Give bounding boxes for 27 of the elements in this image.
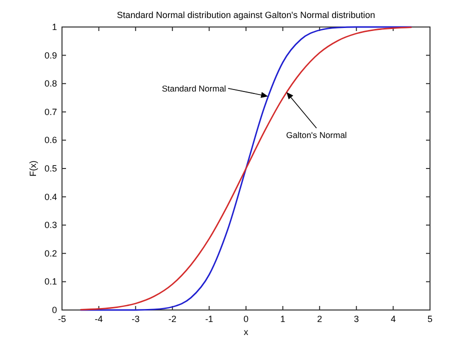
y-axis-title: F(x) — [28, 160, 38, 176]
x-axis-title: x — [244, 327, 249, 337]
annotation: Galton's Normal — [286, 130, 347, 140]
y-tick-label: 0.3 — [44, 220, 57, 230]
y-tick-label: 0.9 — [44, 50, 57, 60]
x-tick-label: 3 — [354, 314, 359, 324]
chart-title: Standard Normal distribution against Galton's Normal distribution — [116, 10, 376, 20]
y-tick-label: 0.2 — [44, 248, 57, 258]
annotation: Standard Normal — [162, 83, 226, 94]
x-tick-label: 2 — [317, 314, 322, 324]
x-tick-label: -4 — [94, 314, 103, 324]
y-tick-label: 0.7 — [44, 106, 57, 117]
x-tick-label: 5 — [427, 314, 433, 324]
x-tick-label: -1 — [205, 314, 214, 324]
x-tick-label: 0 — [243, 314, 249, 324]
x-tick-label: 4 — [390, 314, 396, 324]
y-tick-label: 0.6 — [44, 135, 57, 146]
y-tick-label: 0.4 — [44, 192, 57, 202]
x-tick-label: -5 — [58, 314, 66, 324]
x-tick-label: -2 — [168, 314, 176, 324]
y-tick-label: 0.5 — [44, 164, 57, 174]
x-tick-label: -3 — [132, 314, 140, 324]
x-tick-label: 1 — [280, 314, 286, 324]
y-tick-label: 0.8 — [44, 78, 57, 89]
y-tick-label: 1 — [52, 22, 57, 32]
y-tick-label: 0 — [52, 305, 57, 315]
y-tick-label: 0.1 — [44, 276, 57, 287]
